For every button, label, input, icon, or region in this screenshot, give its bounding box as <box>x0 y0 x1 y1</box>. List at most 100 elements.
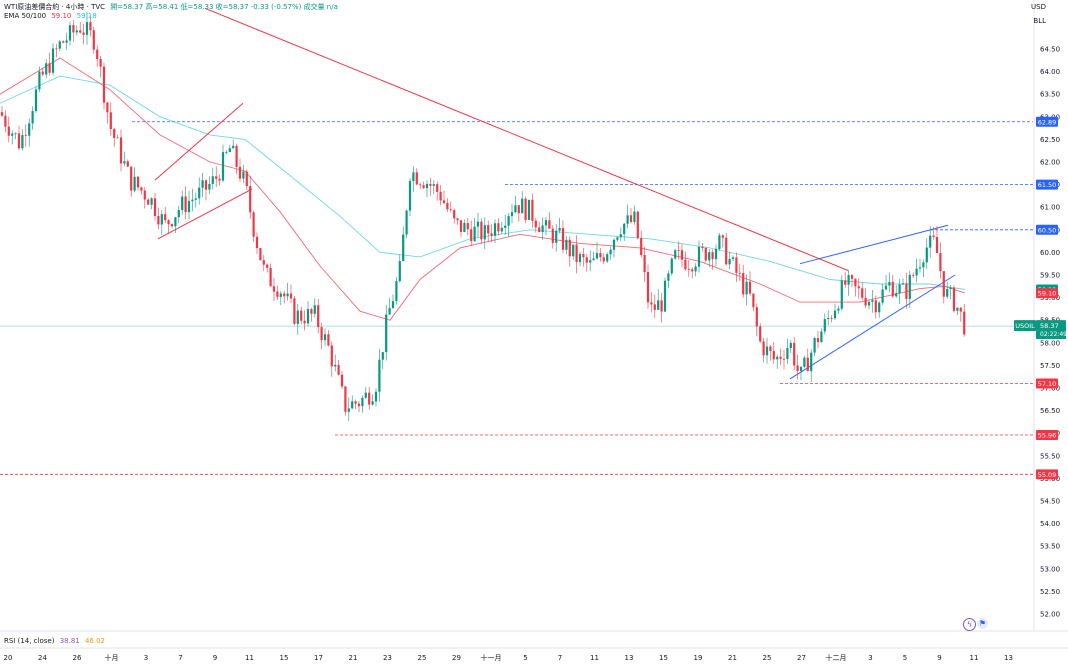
candle-up <box>765 346 769 356</box>
candle-up <box>31 111 34 124</box>
candle-down <box>300 310 303 321</box>
candle-down <box>517 205 520 214</box>
x-tick-label: 11 <box>245 654 254 662</box>
candle-up <box>381 352 384 360</box>
candle-down <box>850 275 854 279</box>
candle-down <box>442 200 446 203</box>
legend-row-ema: EMA 50/100 59.10 59.18 <box>4 12 100 20</box>
candle-down <box>327 334 330 346</box>
candle-down <box>575 244 578 263</box>
y-tick-label: 64.00 <box>1040 68 1060 76</box>
ema-50-line <box>0 57 966 321</box>
candle-down <box>646 272 650 303</box>
candle-down <box>259 248 262 261</box>
scale-label[interactable]: BLL <box>1033 17 1046 25</box>
last-price-label: 58.37 <box>1040 322 1059 330</box>
candle-down <box>684 259 687 270</box>
candle-down <box>782 358 786 360</box>
candle-down <box>772 351 775 360</box>
candle-down <box>184 196 187 212</box>
candle-down <box>490 233 493 236</box>
level-tag-label: 62.89 <box>1038 118 1057 126</box>
candle-up <box>58 41 61 49</box>
trendline-resistance <box>204 7 849 271</box>
candle-up <box>847 275 850 285</box>
candle-up <box>65 40 68 43</box>
candle-down <box>759 326 762 342</box>
candle-up <box>667 273 670 281</box>
candle-up <box>956 307 959 311</box>
x-tick-label: 3 <box>144 654 148 662</box>
level-tag <box>1036 179 1058 190</box>
candle-up <box>463 223 466 232</box>
x-tick-label: 26 <box>73 654 82 662</box>
candle-down <box>130 166 133 191</box>
candle-down <box>582 254 585 258</box>
y-tick-label: 60.00 <box>1040 249 1060 257</box>
ema-100-line <box>0 75 966 290</box>
candle-down <box>935 237 939 254</box>
candle-down <box>735 257 738 273</box>
candle-down <box>92 30 95 50</box>
candle-up <box>884 285 888 290</box>
candle-up <box>915 268 918 276</box>
candle-down <box>568 239 571 257</box>
y-tick-label: 52.50 <box>1040 588 1060 596</box>
rsi-label[interactable]: RSI (14, close) <box>4 637 55 645</box>
currency-label[interactable]: USD <box>1031 3 1046 11</box>
level-tag <box>1036 116 1058 127</box>
y-tick-label: 61.00 <box>1040 204 1060 212</box>
candle-up <box>11 133 14 136</box>
candle-up <box>555 230 558 243</box>
candle-up <box>408 181 412 211</box>
candle-up <box>191 199 194 202</box>
candle-up <box>670 258 673 274</box>
candle-down <box>109 112 112 129</box>
candle-up <box>133 176 136 191</box>
candle-up <box>405 210 408 235</box>
level-tag-label: 60.50 <box>1038 226 1057 234</box>
candle-down <box>79 30 82 33</box>
candle-up <box>925 247 928 263</box>
us-flag-icon[interactable]: ⚑ <box>977 618 988 629</box>
candle-up <box>929 235 932 248</box>
level-tag <box>1036 378 1058 389</box>
candle-up <box>922 262 925 268</box>
candle-down <box>725 237 728 265</box>
candle-up <box>228 148 231 153</box>
candle-down <box>687 269 690 270</box>
candle-down <box>748 281 752 294</box>
candle-down <box>677 250 680 252</box>
axis-value-label: 59.10 <box>1038 290 1057 298</box>
candle-up <box>296 310 299 324</box>
candle-down <box>861 288 864 298</box>
candle-down <box>830 317 833 319</box>
legend-ema-label[interactable]: EMA 50/100 <box>4 12 47 20</box>
candle-down <box>653 304 656 310</box>
candle-down <box>113 128 116 138</box>
candle-down <box>368 392 371 405</box>
candle-up <box>745 281 748 295</box>
legend-title[interactable]: WTI原油差價合約 · 4小時 · TVC <box>4 3 106 11</box>
y-tick-label: 55.50 <box>1040 452 1060 460</box>
candle-up <box>177 210 180 218</box>
lightning-icon[interactable]: ϟ <box>963 618 976 631</box>
candle-down <box>266 264 269 268</box>
candle-down <box>62 41 65 43</box>
candle-up <box>221 152 225 181</box>
x-tick-label: 25 <box>418 654 427 662</box>
candle-down <box>524 198 527 220</box>
candle-up <box>116 137 119 139</box>
candle-down <box>330 345 333 367</box>
candle-up <box>776 356 779 360</box>
candle-up <box>402 234 405 262</box>
candle-down <box>534 220 537 228</box>
candle-up <box>123 161 126 164</box>
candle-down <box>102 66 106 103</box>
candle-down <box>963 311 966 335</box>
candle-up <box>279 293 282 297</box>
x-tick-label: 十二月 <box>826 653 847 662</box>
candle-up <box>225 152 228 153</box>
